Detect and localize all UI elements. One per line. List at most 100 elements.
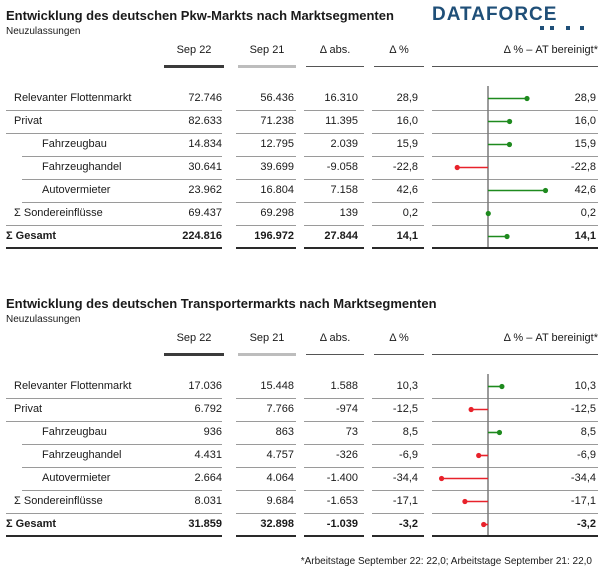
lollipop-dot [485,210,491,217]
registrations-sep22: 30.641 [188,161,222,173]
row-divider [372,202,424,203]
row-divider [6,110,222,111]
registrations-sep21: 32.898 [260,518,294,530]
delta-percent: 14,1 [396,230,418,242]
row-divider [372,513,424,514]
delta-percent: 0,2 [402,207,418,219]
row-divider [372,444,424,445]
column-header-rule [306,66,364,67]
delta-absolute: -9.058 [326,161,358,173]
delta-chart [438,374,505,535]
delta-absolute: -1.039 [326,518,358,530]
registrations-sep21: 9.684 [266,495,294,507]
lollipop-mark [488,118,513,125]
dataforce-logo: DATAFORCE [432,2,592,32]
delta-absolute: 139 [339,207,358,219]
row-divider [22,202,222,203]
registrations-sep22: 14.834 [188,138,222,150]
row-divider [304,225,364,226]
row-divider [236,535,296,537]
lollipop-mark [468,406,488,413]
delta-absolute: 1.588 [330,380,358,392]
delta-percent-adjusted: 16,0 [574,115,596,127]
delta-percent: 42,6 [396,184,418,196]
delta-absolute: -974 [335,403,358,415]
row-divider [304,110,364,111]
delta-percent-adjusted: -3,2 [577,518,596,530]
row-divider [236,179,296,180]
lollipop-mark [438,475,488,482]
row-divider [6,398,222,399]
row-divider [432,225,598,226]
row-divider [304,156,364,157]
delta-absolute: -326 [335,449,358,461]
table-row: Fahrzeugbau 936 863 73 8,5 8,5 [0,422,600,445]
row-divider [304,444,364,445]
row-divider [22,490,222,491]
section-subtitle: Neuzulassungen [6,314,81,325]
segment-label: Relevanter Flottenmarkt [14,380,132,392]
row-divider [236,110,296,111]
segment-label: Σ Gesamt [6,230,57,242]
section-subtitle: Neuzulassungen [6,26,81,37]
row-divider [372,110,424,111]
row-divider [304,398,364,399]
row-divider [372,179,424,180]
column-header-rule [238,65,296,68]
lollipop-dot [499,383,505,390]
delta-percent: 8,5 [402,426,418,438]
table-row: Autovermieter 23.962 16.804 7.158 42,6 42,6 [0,180,600,203]
lollipop-dot [504,233,510,240]
column-header-current: Sep 22 [176,44,212,56]
logo-dot [540,26,544,30]
row-divider [372,133,424,134]
delta-percent: -17,1 [392,495,418,507]
delta-percent-adjusted: -6,9 [577,449,596,461]
table-row: Privat 6.792 7.766 -974 -12,5 -12,5 [0,399,600,422]
delta-percent: 15,9 [396,138,418,150]
segment-label: Privat [14,115,43,127]
registrations-sep22: 23.962 [188,184,222,196]
column-header-abs: Δ abs. [319,44,351,56]
column-header-rule [164,65,224,68]
row-divider [6,421,222,422]
row-divider [432,421,598,422]
lollipop-mark [488,187,549,194]
row-divider [22,467,222,468]
segment-label: Privat [14,403,43,415]
row-divider [372,156,424,157]
column-header-rule [432,66,598,67]
row-divider [236,156,296,157]
registrations-sep22: 8.031 [194,495,222,507]
delta-absolute: 2.039 [330,138,358,150]
delta-absolute: 11.395 [325,115,358,127]
delta-percent: 16,0 [396,115,418,127]
delta-percent: -3,2 [399,518,418,530]
lollipop-dot [468,406,474,413]
registrations-sep21: 16.804 [260,184,294,196]
delta-percent-adjusted: -17,1 [570,495,596,507]
column-header-rule [238,353,296,356]
row-divider [236,202,296,203]
column-header-rule [164,353,224,356]
lollipop-dot [462,498,468,505]
lollipop-dot [438,475,445,482]
table-total-row: Σ Gesamt 224.816 196.972 27.844 14,1 14,1 [0,226,600,249]
row-divider [432,398,598,399]
lollipop-mark [488,141,513,148]
footnote: *Arbeitstage September 22: 22,0; Arbeits… [300,556,592,567]
row-divider [236,513,296,514]
row-divider [432,156,598,157]
delta-percent: -22,8 [392,161,418,173]
registrations-sep22: 17.036 [188,380,222,392]
lollipop-dot [454,164,460,171]
registrations-sep21: 196.972 [254,230,294,242]
column-header-abs: Δ abs. [319,332,351,344]
row-divider [6,247,222,249]
lollipop-dot [476,452,482,459]
registrations-sep22: 69.437 [188,207,222,219]
column-header-adj: Δ % – AT bereinigt* [503,332,598,344]
lollipop-dot [481,521,487,528]
row-divider [6,225,222,226]
registrations-sep21: 863 [275,426,294,438]
